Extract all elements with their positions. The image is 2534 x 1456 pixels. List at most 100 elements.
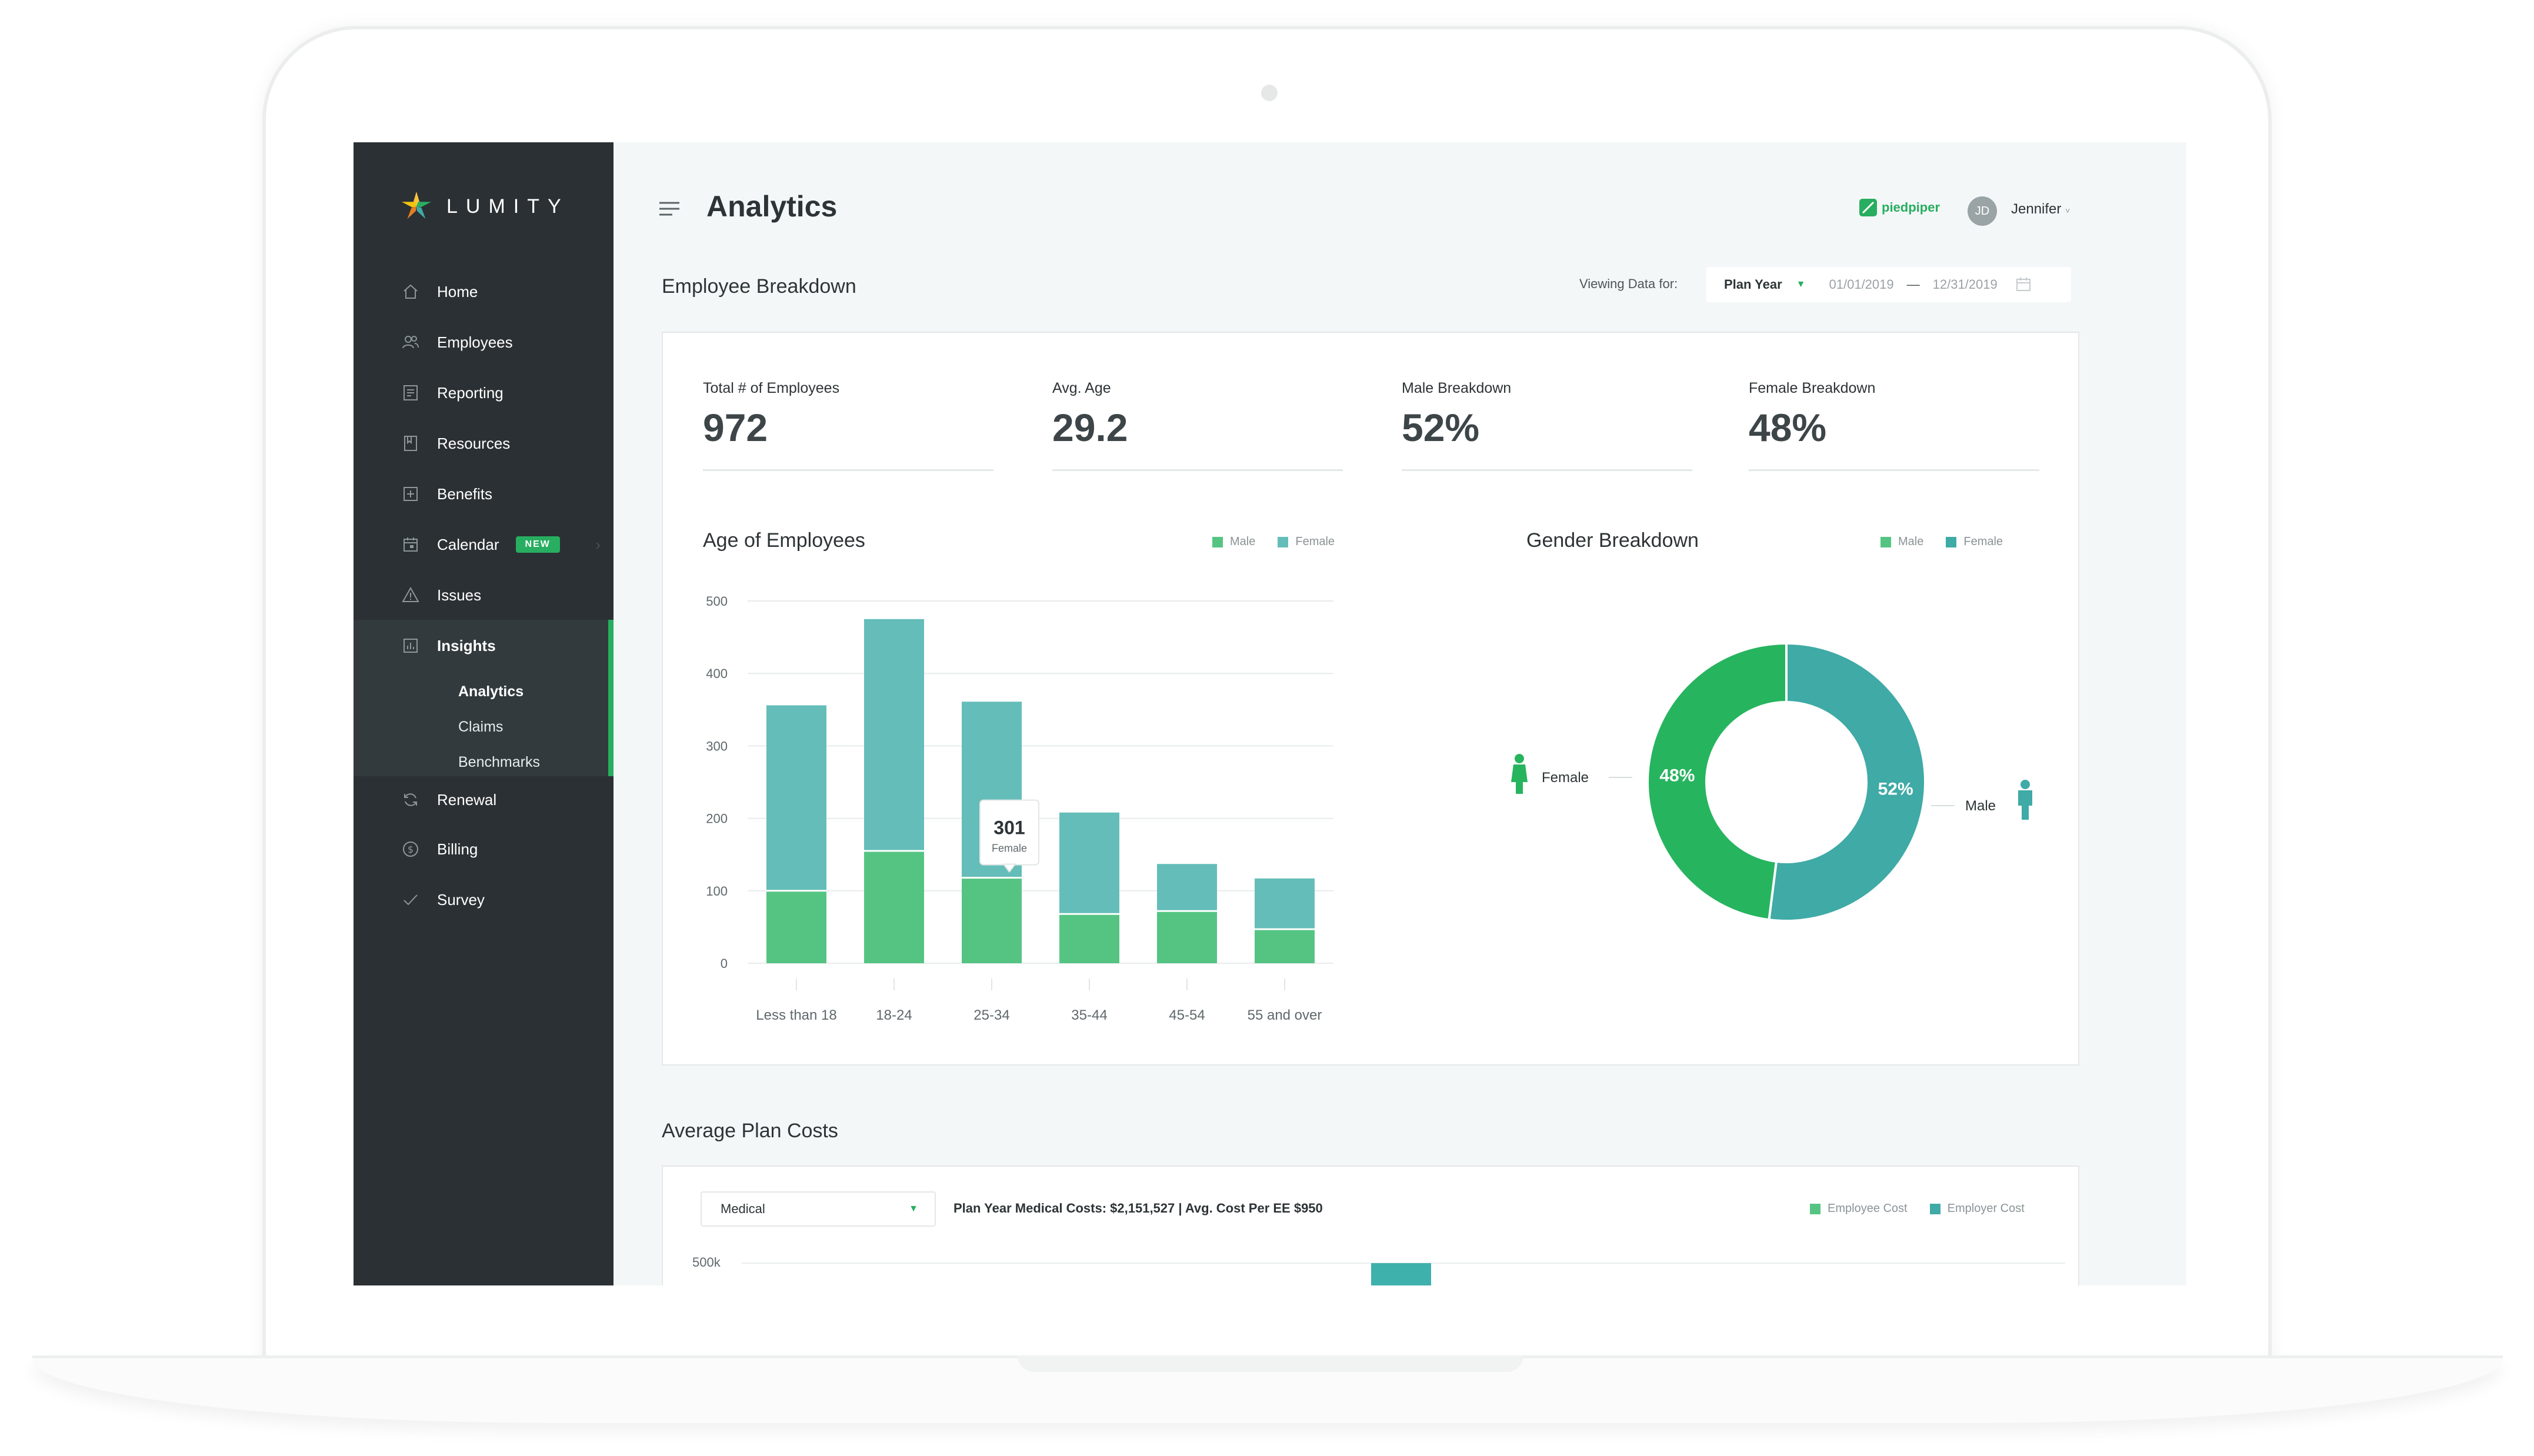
hamburger-menu-icon[interactable]	[659, 200, 679, 218]
legend-label: Female	[1963, 535, 2003, 548]
sidebar-item-calendar[interactable]: Calendar NEW ›	[354, 521, 614, 568]
figure-body	[1511, 764, 1528, 794]
bar-female-4	[1157, 864, 1217, 911]
bar-male-5	[1255, 929, 1315, 963]
stat-total-employees: Total # of Employees 972	[703, 380, 993, 471]
x-tick-label: 45-54	[1169, 1007, 1205, 1023]
y-tick-label: 200	[706, 812, 728, 826]
legend-item-male[interactable]: Male	[1881, 535, 1923, 549]
calendar-icon	[402, 536, 419, 553]
figure-body	[2018, 790, 2032, 820]
lumity-star-icon	[401, 191, 432, 219]
caret-down-icon: ▼	[909, 1204, 918, 1214]
sidebar-item-label: Reporting	[437, 383, 504, 402]
sidebar-item-label: Benefits	[437, 485, 492, 503]
sidebar-item-billing[interactable]: $ Billing	[354, 826, 614, 873]
sidebar-subitem-analytics[interactable]: Analytics	[458, 683, 524, 700]
plan-type-select[interactable]: Medical ▼	[701, 1191, 936, 1227]
avatar[interactable]: JD	[1968, 196, 1997, 226]
x-tick-label: 35-44	[1071, 1007, 1107, 1023]
legend-swatch	[1881, 536, 1891, 547]
donut-slice-female	[1646, 642, 1788, 921]
legend-swatch	[1278, 536, 1289, 547]
sidebar-item-label: Insights	[437, 636, 496, 654]
x-tick-label: 55 and over	[1248, 1007, 1322, 1023]
legend-item-male[interactable]: Male	[1212, 535, 1255, 549]
x-tick-label: Less than 18	[756, 1007, 836, 1023]
legend-item-employee-cost[interactable]: Employee Cost	[1810, 1202, 1908, 1215]
check-icon	[402, 891, 419, 909]
app-screen: LUMITY Home Employees Reporting Resour	[354, 142, 2186, 1285]
sidebar-item-resources[interactable]: Resources	[354, 420, 614, 467]
y-tick-label: 300	[706, 739, 728, 753]
x-tick-label: 18-24	[876, 1007, 912, 1023]
sidebar-item-benefits[interactable]: Benefits	[354, 470, 614, 517]
laptop-notch	[1018, 1355, 1523, 1372]
start-date-input[interactable]: 01/01/2019	[1829, 277, 1894, 292]
users-icon	[402, 333, 419, 351]
plan-costs-legend: Employee Cost Employer Cost	[1810, 1202, 2025, 1215]
donut-outer-label-female: Female	[1542, 770, 1589, 786]
stat-label: Total # of Employees	[703, 380, 840, 396]
stat-value: 52%	[1402, 406, 1480, 449]
donut-label-male: 52%	[1878, 780, 1913, 799]
tooltip-value: 301	[993, 817, 1025, 839]
company-name: piedpiper	[1882, 200, 1940, 215]
bar-male-1	[864, 851, 924, 963]
section-title-employee-breakdown: Employee Breakdown	[662, 275, 856, 298]
bar-male-4	[1157, 911, 1217, 963]
legend-item-female[interactable]: Female	[1946, 535, 2003, 549]
stat-value: 972	[703, 406, 768, 449]
female-figure-icon	[1511, 754, 1528, 794]
user-name: Jennifer	[2011, 201, 2062, 217]
employee-breakdown-card: Total # of Employees 972 Avg. Age 29.2 M…	[662, 332, 2079, 1066]
calendar-icon[interactable]	[2015, 276, 2032, 293]
plan-type-value: Medical	[721, 1201, 765, 1216]
logo[interactable]: LUMITY	[399, 189, 569, 223]
bar-male-3	[1059, 914, 1119, 963]
caret-down-icon[interactable]: ▼	[1796, 279, 1806, 289]
sidebar-item-home[interactable]: Home	[354, 268, 614, 315]
y-tick-label: 0	[721, 956, 728, 971]
chevron-down-icon: ˅	[2065, 206, 2070, 215]
donut-label-female: 48%	[1659, 766, 1695, 785]
warning-icon	[402, 586, 419, 604]
stat-female-breakdown: Female Breakdown 48%	[1749, 380, 2039, 471]
refresh-icon	[402, 791, 419, 809]
svg-text:$: $	[408, 844, 414, 855]
y-tick-label: 500	[706, 594, 728, 609]
sidebar-item-renewal[interactable]: Renewal	[354, 776, 614, 823]
legend-item-employer-cost[interactable]: Employer Cost	[1929, 1202, 2025, 1215]
sidebar-subitem-claims[interactable]: Claims	[458, 719, 504, 735]
end-date-input[interactable]: 12/31/2019	[1932, 277, 1998, 292]
user-menu[interactable]: Jennifer ˅	[2011, 201, 2070, 218]
sidebar-item-label: Survey	[437, 890, 485, 909]
cost-bar[interactable]	[1371, 1263, 1431, 1285]
tooltip: 301 Female	[979, 799, 1039, 873]
date-filter: Plan Year ▼ 01/01/2019 — 12/31/2019	[1706, 267, 2071, 302]
plus-square-icon	[402, 485, 419, 503]
chart-title-age: Age of Employees	[703, 529, 865, 552]
figure-head	[1515, 754, 1524, 763]
stat-label: Male Breakdown	[1402, 380, 1512, 396]
sidebar: LUMITY Home Employees Reporting Resour	[354, 142, 614, 1285]
sidebar-item-reporting[interactable]: Reporting	[354, 369, 614, 416]
y-tick-label: 100	[706, 884, 728, 899]
bar-female-1	[864, 619, 924, 851]
sidebar-item-employees[interactable]: Employees	[354, 319, 614, 366]
sidebar-subitem-benchmarks[interactable]: Benchmarks	[458, 754, 540, 770]
sidebar-item-issues[interactable]: Issues	[354, 572, 614, 619]
sidebar-item-label: Issues	[437, 586, 482, 604]
sidebar-item-label: Employees	[437, 333, 513, 351]
home-icon	[402, 283, 419, 300]
sidebar-item-survey[interactable]: Survey	[354, 876, 614, 923]
sidebar-item-insights[interactable]: Insights	[354, 622, 614, 669]
stat-label: Avg. Age	[1052, 380, 1111, 396]
legend-swatch	[1810, 1203, 1821, 1214]
date-separator: —	[1906, 277, 1920, 292]
period-select[interactable]: Plan Year	[1724, 277, 1782, 292]
legend-item-female[interactable]: Female	[1278, 535, 1335, 549]
age-bar-chart: 0 100 200 300 400 500 Less than 18 18-24 25-34 35…	[706, 594, 1333, 1023]
figure-head	[2020, 780, 2030, 789]
bar-chart-icon	[402, 637, 419, 654]
